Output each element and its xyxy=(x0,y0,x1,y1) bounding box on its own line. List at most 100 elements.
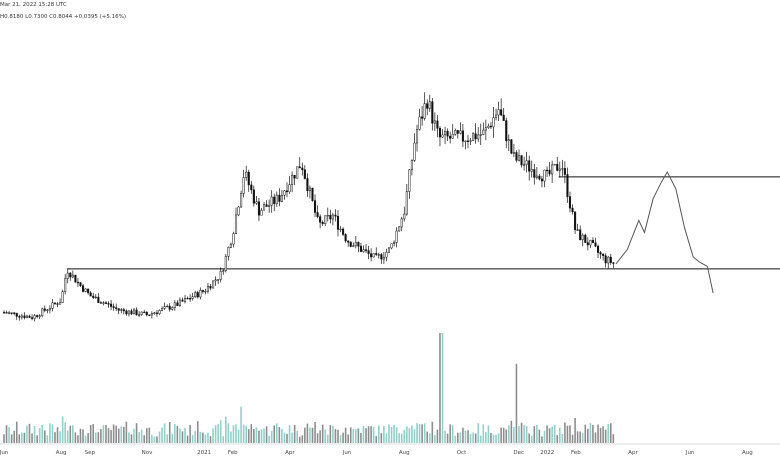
volume-bar xyxy=(538,429,541,443)
volume-bar xyxy=(15,421,18,443)
candle xyxy=(308,185,311,199)
candle-body xyxy=(135,309,138,316)
candle-body xyxy=(438,127,442,138)
candle xyxy=(194,290,197,298)
candle-body xyxy=(171,307,174,310)
candle xyxy=(288,176,291,194)
volume-bar xyxy=(207,432,209,443)
volume-bar xyxy=(408,428,411,443)
volume-bar xyxy=(202,432,204,443)
candle-body xyxy=(523,164,526,166)
candle xyxy=(13,312,16,316)
candle-body xyxy=(143,311,146,314)
volume-bar xyxy=(64,422,66,443)
candle-body xyxy=(313,200,317,213)
volume-bar xyxy=(309,427,311,443)
volume-bar xyxy=(72,425,74,443)
volume-bar xyxy=(128,432,130,443)
candle xyxy=(535,167,538,180)
volume-bar xyxy=(454,436,457,443)
candle xyxy=(548,162,551,177)
candle xyxy=(387,246,391,254)
candle-body xyxy=(181,299,184,302)
volume-bar xyxy=(44,430,46,443)
candle-body xyxy=(393,242,396,244)
candle-body xyxy=(474,133,477,140)
candle xyxy=(334,209,337,222)
candle-body xyxy=(51,302,54,309)
candle xyxy=(584,233,587,243)
candle xyxy=(199,287,202,300)
volume-bar xyxy=(426,431,429,443)
volume-bar xyxy=(61,416,64,443)
candle xyxy=(423,92,426,121)
candle-body xyxy=(23,315,26,318)
candle xyxy=(319,214,322,229)
candle xyxy=(291,171,294,193)
candle xyxy=(31,314,34,321)
candle xyxy=(571,204,574,215)
candle-body xyxy=(319,216,322,223)
candle-body xyxy=(329,215,332,220)
candle-body xyxy=(479,134,482,136)
candle xyxy=(232,231,235,248)
candle-body xyxy=(227,247,230,257)
candle-body xyxy=(155,312,159,314)
candle xyxy=(204,288,207,295)
candle xyxy=(255,195,258,205)
x-tick-label: Aug xyxy=(742,450,753,456)
candle-body xyxy=(326,215,329,217)
candle-body xyxy=(53,302,57,304)
candle xyxy=(362,245,365,253)
volume-bar xyxy=(469,433,472,443)
candle xyxy=(23,312,26,320)
candle-body xyxy=(390,243,393,249)
candle-body xyxy=(20,315,23,318)
candle xyxy=(196,290,199,299)
candle-body xyxy=(510,139,513,154)
candle-body xyxy=(176,302,179,306)
candle xyxy=(558,161,561,178)
volume-bar xyxy=(21,432,23,443)
candle xyxy=(528,155,531,181)
volume-bar xyxy=(314,422,316,443)
candle xyxy=(181,297,184,302)
volume-bar xyxy=(296,430,298,443)
candle xyxy=(104,300,108,305)
candle-body xyxy=(428,101,431,109)
candle xyxy=(252,185,255,207)
volume-bar xyxy=(551,426,553,443)
volume-bar xyxy=(467,430,469,443)
volume-bar xyxy=(579,431,581,443)
volume-bar xyxy=(342,432,344,443)
candle xyxy=(66,268,69,284)
candle xyxy=(313,194,317,218)
candle-body xyxy=(242,177,245,194)
candle xyxy=(89,290,92,297)
volume-bar xyxy=(609,423,612,443)
candle xyxy=(71,270,74,279)
volume-bar xyxy=(523,425,525,443)
candle-body xyxy=(423,103,426,119)
candle-body xyxy=(563,168,566,175)
volume-bar xyxy=(230,431,232,443)
candle-body xyxy=(186,297,189,300)
candle xyxy=(487,123,490,129)
candle-body xyxy=(229,243,232,248)
candle-body xyxy=(586,242,589,246)
volume-bar xyxy=(120,426,123,443)
candle xyxy=(408,169,411,199)
candle xyxy=(433,112,436,132)
candle xyxy=(431,98,434,131)
candle xyxy=(354,236,357,249)
candle xyxy=(280,189,283,203)
volume-bar xyxy=(171,433,174,443)
volume-bar xyxy=(474,433,477,443)
candle-body xyxy=(382,256,385,260)
candle-body xyxy=(234,214,238,234)
candle xyxy=(405,184,408,216)
volume-bar xyxy=(612,434,615,443)
volume-bar xyxy=(298,436,301,443)
candle xyxy=(84,288,87,293)
